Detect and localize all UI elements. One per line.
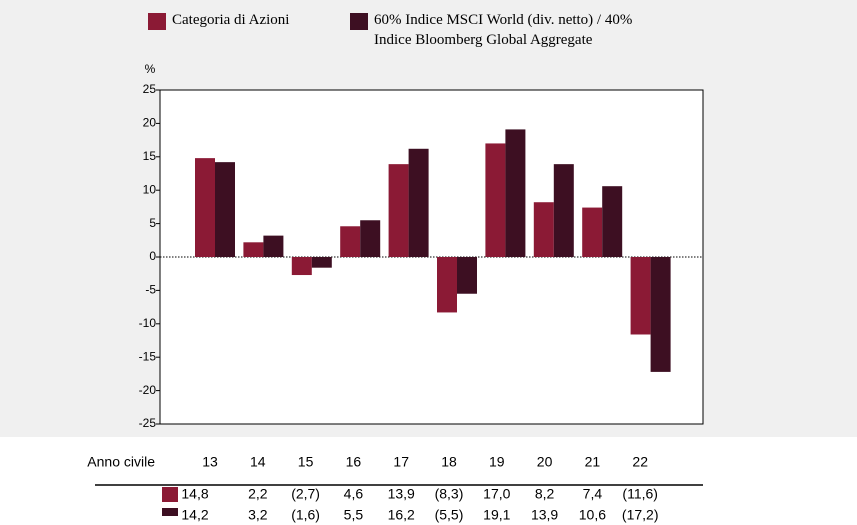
table-value: 19,1: [483, 507, 510, 523]
table-swatch: [162, 487, 178, 502]
table-value: 10,6: [579, 507, 606, 523]
x-tick-label: 17: [393, 454, 409, 470]
bar: [195, 158, 215, 257]
bar: [291, 257, 312, 276]
y-tick-label: 15: [143, 149, 157, 163]
table-value: 13,9: [531, 507, 558, 523]
x-tick-label: 18: [441, 454, 457, 470]
bar: [243, 242, 264, 257]
bar: [437, 257, 457, 313]
bar: [360, 220, 381, 257]
table-value: 3,2: [248, 507, 268, 523]
bar: [553, 164, 574, 257]
bar: [650, 257, 671, 372]
x-tick-label: 20: [537, 454, 553, 470]
legend-label: 60% Indice MSCI World (div. netto) / 40%…: [374, 12, 633, 48]
table-value: 7,4: [583, 486, 603, 502]
table-value: 14,2: [181, 507, 208, 523]
x-tick-label: 21: [585, 454, 601, 470]
table-value: 16,2: [388, 507, 415, 523]
bar: [388, 164, 409, 257]
bar: [263, 235, 284, 257]
bar: [215, 162, 235, 257]
table-swatch: [162, 508, 178, 516]
y-tick-label: 10: [143, 182, 157, 196]
table-value: (11,6): [622, 486, 658, 502]
table-value: (17,2): [622, 507, 659, 523]
x-tick-label: 22: [632, 454, 648, 470]
bar: [602, 186, 623, 257]
bar: [533, 202, 554, 257]
y-tick-label: -10: [139, 316, 157, 330]
y-tick-label: 20: [143, 116, 157, 130]
y-tick-label: 5: [149, 216, 156, 230]
table-value: 4,6: [344, 486, 364, 502]
x-tick-label: 15: [298, 454, 314, 470]
table-value: 17,0: [483, 486, 510, 502]
x-tick-label: 19: [489, 454, 505, 470]
legend-label: Categoria di Azioni: [172, 12, 290, 28]
bar: [582, 207, 603, 257]
table-value: (1,6): [291, 507, 320, 523]
table-value: (2,7): [291, 486, 320, 502]
table-value: 2,2: [248, 486, 268, 502]
table-value: 5,5: [344, 507, 364, 523]
y-tick-label: -25: [139, 416, 157, 430]
bar: [408, 148, 429, 257]
table-value: (5,5): [435, 507, 464, 523]
x-tick-label: 16: [346, 454, 362, 470]
table-value: 8,2: [535, 486, 555, 502]
bar: [630, 257, 651, 335]
table-value: (8,3): [435, 486, 464, 502]
y-tick-label: 0: [149, 249, 156, 263]
legend-swatch: [148, 13, 166, 30]
x-tick-label: 13: [202, 454, 218, 470]
table-value: 13,9: [388, 486, 415, 502]
bar: [311, 257, 332, 268]
y-axis-label: %: [145, 62, 156, 76]
bar: [340, 226, 361, 257]
y-tick-label: 25: [143, 82, 157, 96]
bar: [505, 129, 526, 257]
table-value: 14,8: [181, 486, 208, 502]
y-tick-label: -15: [139, 349, 157, 363]
table-header: Anno civile: [87, 454, 155, 470]
legend-swatch: [350, 13, 368, 30]
bar: [485, 143, 506, 257]
y-tick-label: -20: [139, 383, 157, 397]
y-tick-label: -5: [145, 283, 156, 297]
bar: [457, 257, 477, 294]
x-tick-label: 14: [250, 454, 266, 470]
